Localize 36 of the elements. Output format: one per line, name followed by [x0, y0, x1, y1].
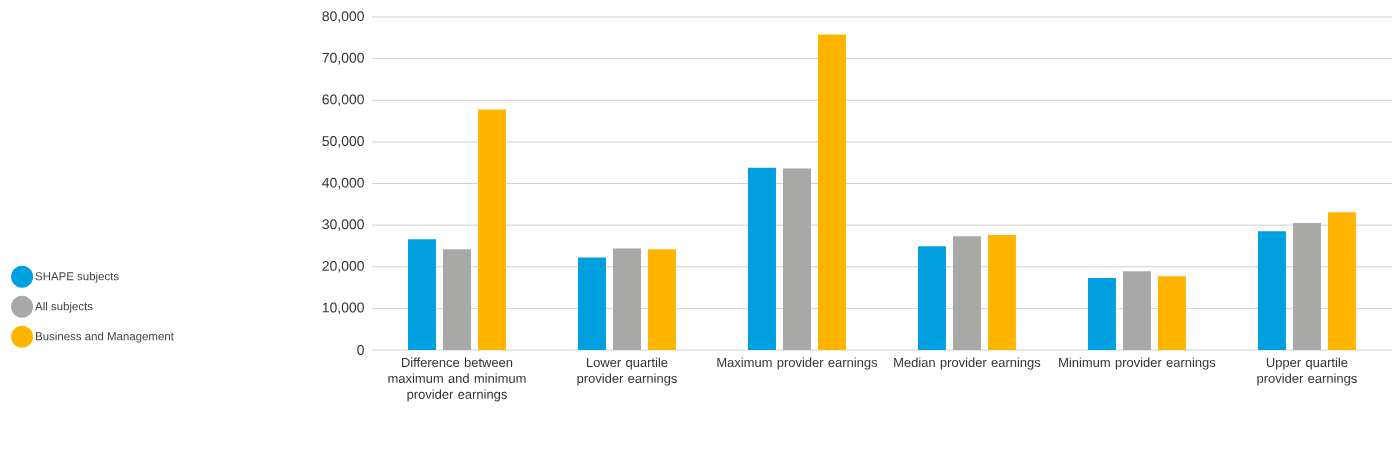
bar	[1122, 271, 1151, 350]
bar	[1157, 276, 1186, 350]
bar	[917, 246, 946, 350]
bar	[647, 249, 676, 350]
x-tick-label: Difference between maximum and minimum provider earnings	[388, 357, 526, 402]
bar	[1292, 223, 1321, 350]
x-tick-label: Upper quartile provider earnings	[1257, 357, 1357, 386]
y-tick-label: 80,000	[322, 11, 364, 23]
bar	[407, 239, 436, 350]
bar	[1257, 231, 1286, 350]
y-tick-label: 10,000	[322, 302, 364, 315]
legend-label: All subjects	[35, 301, 93, 313]
bar	[1327, 212, 1356, 350]
bar	[817, 34, 846, 350]
bar	[987, 235, 1016, 350]
y-tick-label: 60,000	[322, 94, 364, 107]
y-tick-label: 30,000	[322, 219, 364, 231]
y-tick-label: 40,000	[322, 177, 364, 190]
bar	[952, 236, 981, 350]
x-tick-label: Median provider earnings	[894, 357, 1041, 370]
x-tick-label: Lower quartile provider earnings	[577, 357, 677, 386]
y-tick-label: 20,000	[322, 260, 364, 273]
legend-label: Business and Management	[36, 331, 174, 343]
legend-label: SHAPE subjects	[35, 271, 119, 283]
bar	[442, 249, 471, 350]
bar	[612, 248, 641, 350]
x-tick-label: Minimum provider earnings	[1059, 357, 1216, 370]
x-tick-label: Maximum provider earnings	[717, 357, 878, 370]
bar	[782, 168, 811, 350]
y-tick-label: 0	[357, 345, 364, 355]
bar	[577, 257, 606, 350]
bar	[477, 109, 506, 350]
y-tick-label: 70,000	[322, 52, 364, 65]
bar	[747, 167, 776, 350]
bar	[1087, 277, 1116, 350]
y-tick-label: 50,000	[322, 136, 364, 148]
